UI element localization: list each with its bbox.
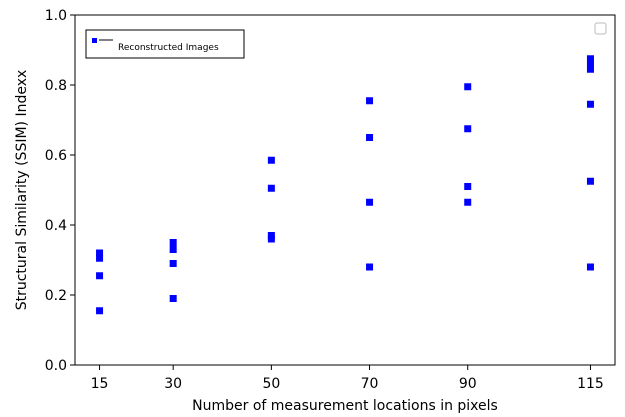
y-tick-label: 0.2 — [45, 288, 67, 304]
data-point — [366, 263, 374, 271]
x-tick-label: 90 — [459, 376, 477, 392]
data-point — [586, 60, 594, 68]
data-point — [366, 97, 374, 105]
data-point — [366, 134, 374, 141]
checkbox-icon[interactable] — [594, 22, 607, 35]
data-point — [586, 65, 594, 73]
data-point — [464, 83, 472, 91]
x-tick-label: 30 — [164, 376, 182, 392]
legend-box — [85, 29, 245, 59]
y-tick-label: 0.8 — [45, 78, 67, 94]
data-point — [586, 100, 594, 108]
data-point — [267, 235, 275, 243]
data-point — [464, 198, 472, 206]
data-point — [586, 263, 594, 271]
legend-label: Reconstructed Images — [118, 43, 219, 53]
x-tick-label: 15 — [91, 376, 109, 392]
data-point — [464, 183, 472, 190]
data-point — [366, 198, 374, 206]
plot-area — [74, 14, 616, 366]
y-tick-label: 1.0 — [45, 8, 67, 24]
data-point — [96, 249, 104, 257]
legend-marker — [92, 38, 97, 43]
data-points — [96, 55, 594, 315]
data-point — [586, 55, 594, 63]
x-axis: 15 30 50 70 90 115 — [91, 365, 604, 392]
x-tick-label: 115 — [577, 376, 604, 392]
data-point — [586, 177, 594, 185]
data-point — [464, 125, 472, 133]
x-axis-title: Number of measurement locations in pixel… — [192, 398, 498, 414]
data-point — [96, 307, 104, 315]
y-axis-title: Structural Similarity (SSIM) Indexx — [14, 70, 30, 311]
x-tick-label: 70 — [361, 376, 379, 392]
y-tick-label: 0.0 — [45, 358, 67, 374]
data-point — [169, 295, 177, 302]
y-tick-label: 0.6 — [45, 148, 67, 164]
data-point — [267, 156, 275, 164]
data-point — [169, 260, 177, 267]
data-point — [96, 254, 104, 262]
data-point — [169, 246, 177, 253]
data-point — [169, 239, 177, 246]
data-point — [267, 184, 275, 192]
y-axis: 0.0 0.2 0.4 0.6 0.8 1.0 — [45, 8, 75, 374]
y-tick-label: 0.4 — [45, 218, 67, 234]
legend: Reconstructed Images — [85, 29, 245, 59]
data-point — [96, 272, 104, 280]
x-tick-label: 50 — [262, 376, 280, 392]
